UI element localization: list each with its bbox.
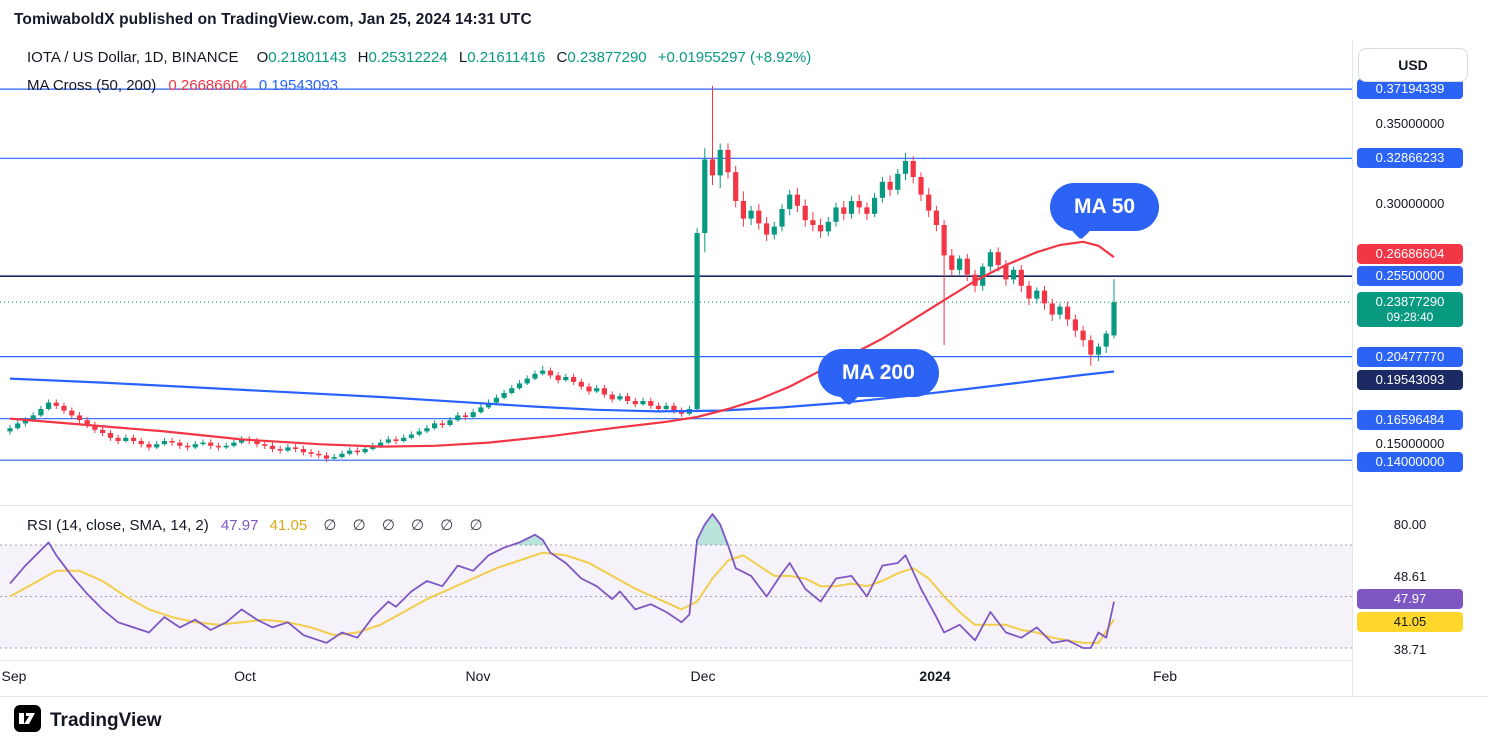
- tradingview-icon: [14, 705, 41, 737]
- ohlc-close: C0.23877290: [556, 49, 647, 66]
- chart-canvas[interactable]: [0, 0, 1352, 700]
- change-value: +0.01955297 (+8.92%): [657, 49, 812, 66]
- ohlc-high: H0.25312224: [357, 49, 448, 66]
- time-axis[interactable]: Sep Oct Nov Dec 2024 Feb: [0, 661, 1488, 695]
- axis-price-badge: 0.32866233: [1357, 148, 1463, 168]
- rsi-empty-values: ∅ ∅ ∅ ∅ ∅ ∅: [323, 517, 483, 534]
- axis-label: 0.30000000: [1375, 196, 1445, 211]
- axis-price-badge: 41.05: [1357, 612, 1463, 632]
- axis-price-badge: 0.26686604: [1357, 244, 1463, 264]
- rsi-label: RSI (14, close, SMA, 14, 2): [27, 517, 209, 534]
- time-axis-label: Oct: [234, 668, 256, 684]
- axis-label: 0.15000000: [1375, 436, 1445, 451]
- ma-cross-legend: MA Cross (50, 200) 0.26686604 0.19543093: [27, 77, 338, 94]
- price-axis[interactable]: 0.37194339 0.35000000 0.32866233 0.30000000…: [1352, 40, 1488, 696]
- axis-price-badge: 0.19543093: [1357, 370, 1463, 390]
- axis-price-badge: 0.23877290 09:28:40: [1357, 292, 1463, 327]
- axis-price-badge: 0.20477770: [1357, 347, 1463, 367]
- axis-label: 48.61: [1393, 569, 1427, 584]
- axis-price-badge: 0.16596484: [1357, 410, 1463, 430]
- tradingview-logo[interactable]: TradingView: [14, 705, 162, 737]
- time-axis-label: Dec: [690, 668, 716, 684]
- axis-price-badge: 0.14000000: [1357, 452, 1463, 472]
- time-axis-label: 2024: [919, 668, 951, 684]
- time-axis-label: Feb: [1152, 668, 1178, 684]
- time-axis-divider: [0, 660, 1488, 661]
- ma200-value: 0.19543093: [258, 77, 339, 94]
- axis-label: 80.00: [1393, 517, 1427, 532]
- ma50-annotation[interactable]: MA 50: [1050, 183, 1160, 231]
- rsi-sma-value: 41.05: [269, 517, 308, 534]
- ma-cross-label: MA Cross (50, 200): [27, 77, 157, 94]
- axis-price-badge: 47.97: [1357, 589, 1463, 609]
- axis-label: 38.71: [1393, 642, 1427, 657]
- rsi-value: 47.97: [220, 517, 259, 534]
- axis-price-badge: 0.25500000: [1357, 266, 1463, 286]
- symbol-title: IOTA / US Dollar, 1D, BINANCE: [27, 49, 239, 66]
- axis-label: 0.35000000: [1375, 116, 1445, 131]
- symbol-legend: IOTA / US Dollar, 1D, BINANCE O0.2180114…: [27, 49, 811, 66]
- currency-button[interactable]: USD: [1358, 48, 1468, 82]
- ohlc-open: O0.21801143: [256, 49, 347, 66]
- time-axis-label: Sep: [1, 668, 27, 684]
- ohlc-low: L0.21611416: [458, 49, 546, 66]
- publish-header: TomiwaboldX published on TradingView.com…: [14, 11, 532, 28]
- rsi-legend: RSI (14, close, SMA, 14, 2) 47.97 41.05 …: [27, 516, 483, 534]
- bottom-divider: [0, 696, 1488, 697]
- ma200-annotation[interactable]: MA 200: [818, 349, 939, 397]
- ma50-value: 0.26686604: [168, 77, 248, 94]
- tradingview-wordmark: TradingView: [50, 710, 162, 731]
- time-axis-label: Nov: [465, 668, 491, 684]
- countdown-timer: 09:28:40: [1386, 310, 1434, 324]
- axis-price-badge: 0.37194339: [1357, 79, 1463, 99]
- pane-divider[interactable]: [0, 505, 1352, 506]
